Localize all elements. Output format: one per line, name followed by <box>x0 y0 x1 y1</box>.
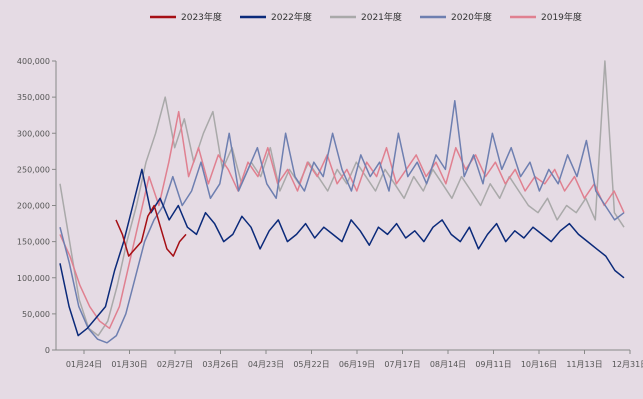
series-line-4 <box>59 110 625 330</box>
x-tick-label: 04月23日 <box>248 360 284 369</box>
y-axis: 0 50,000 100,000 150,000 200,000 250,000 300,0… <box>17 57 57 355</box>
series-line-3 <box>59 99 625 344</box>
y-tick-label: 300,000 <box>17 129 50 138</box>
y-tick-label: 350,000 <box>17 93 50 102</box>
legend-label-series-0[interactable]: 2023年度 <box>181 11 222 23</box>
y-tick-label: 250,000 <box>17 165 50 174</box>
x-tick-label: 08月14日 <box>430 360 466 369</box>
x-tick-label: 02月27日 <box>157 360 193 369</box>
x-tick-label: 06月19日 <box>339 360 375 369</box>
legend-label-series-3[interactable]: 2020年度 <box>451 11 492 23</box>
legend: 2023年度 2022年度 2021年度 2020年度 2019年度 <box>150 11 582 23</box>
x-tick-label: 03月26日 <box>202 360 238 369</box>
y-tick-label: 0 <box>45 346 50 355</box>
series-line-0 <box>115 204 187 257</box>
x-tick-label: 10月16日 <box>521 360 557 369</box>
x-axis: 01月24日 01月30日 02月27日 03月26日 04月23日 05月22日 06月1… <box>56 349 643 369</box>
x-tick-label: 01月24日 <box>66 360 102 369</box>
y-tick-label: 400,000 <box>17 57 50 66</box>
y-tick-label: 100,000 <box>17 274 50 283</box>
plot-area <box>59 60 625 344</box>
x-tick-label: 11月13日 <box>566 360 602 369</box>
y-tick-label: 200,000 <box>17 202 50 211</box>
x-tick-label: 09月11日 <box>475 360 511 369</box>
series-line-1 <box>59 168 625 337</box>
y-tick-label: 50,000 <box>22 310 50 319</box>
y-tick-label: 150,000 <box>17 238 50 247</box>
legend-label-series-4[interactable]: 2019年度 <box>541 11 582 23</box>
x-tick-label: 01月30日 <box>111 360 147 369</box>
legend-label-series-2[interactable]: 2021年度 <box>361 11 402 23</box>
x-tick-label: 07月17日 <box>384 360 420 369</box>
x-tick-label: 05月22日 <box>293 360 329 369</box>
x-tick-label: 12月31日 <box>612 360 643 369</box>
legend-label-series-1[interactable]: 2022年度 <box>271 11 312 23</box>
